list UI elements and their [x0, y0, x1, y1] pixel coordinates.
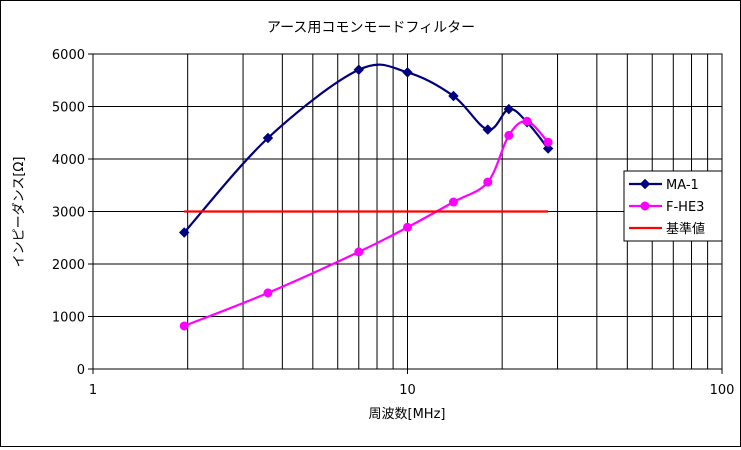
series-1-point — [542, 143, 554, 154]
y-axis-ticks: 0 1000 2000 3000 4000 5000 6000 — [52, 48, 93, 378]
series-1-point — [402, 67, 413, 78]
legend-marker — [640, 201, 650, 211]
series-2 — [179, 116, 553, 331]
y-tick-label: 2000 — [52, 258, 85, 273]
series-1-point — [353, 64, 364, 75]
series-1-point — [262, 132, 274, 144]
series-2-point — [354, 247, 364, 257]
legend-entry: MA-1 — [629, 178, 699, 193]
y-tick-label: 3000 — [52, 206, 85, 221]
series-2-point — [504, 130, 514, 140]
x-axis-label: 周波数[MHz] — [369, 407, 446, 422]
series-1 — [179, 63, 554, 238]
series-2-point — [543, 137, 553, 147]
series-1-point — [503, 103, 515, 115]
series-1-point — [448, 90, 459, 102]
chart-title: アース用コモンモードフィルター — [267, 20, 475, 36]
series-layer — [179, 63, 554, 331]
y-axis-label: インピーダンス[Ω] — [12, 157, 27, 268]
legend-marker — [639, 178, 651, 190]
series-2-line — [183, 119, 549, 327]
legend-entry: 基準値 — [629, 221, 705, 237]
x-tick-label: 100 — [710, 383, 735, 398]
y-tick-label: 6000 — [52, 48, 85, 63]
y-tick-label: 0 — [77, 363, 85, 378]
series-2-point — [263, 288, 273, 298]
y-tick-label: 5000 — [52, 101, 85, 116]
series-2-point — [403, 222, 412, 232]
x-axis-ticks: 1 10 100 — [89, 369, 735, 398]
legend: MA-1 F-HE3 基準値 — [623, 170, 723, 242]
series-2-point — [522, 116, 532, 126]
y-tick-label: 1000 — [52, 311, 85, 326]
legend-entry: F-HE3 — [629, 200, 704, 215]
x-tick-label: 10 — [399, 383, 416, 398]
legend-label: F-HE3 — [666, 200, 704, 215]
series-1-line — [183, 63, 549, 234]
series-2-point — [448, 197, 458, 207]
series-2-point — [179, 321, 189, 331]
series-1-point — [482, 124, 493, 135]
y-tick-label: 4000 — [52, 153, 85, 168]
series-2-point — [483, 177, 493, 187]
series-1-point — [179, 227, 190, 238]
legend-label: 基準値 — [666, 221, 705, 237]
legend-label: MA-1 — [666, 178, 699, 193]
x-tick-label: 1 — [89, 383, 97, 398]
